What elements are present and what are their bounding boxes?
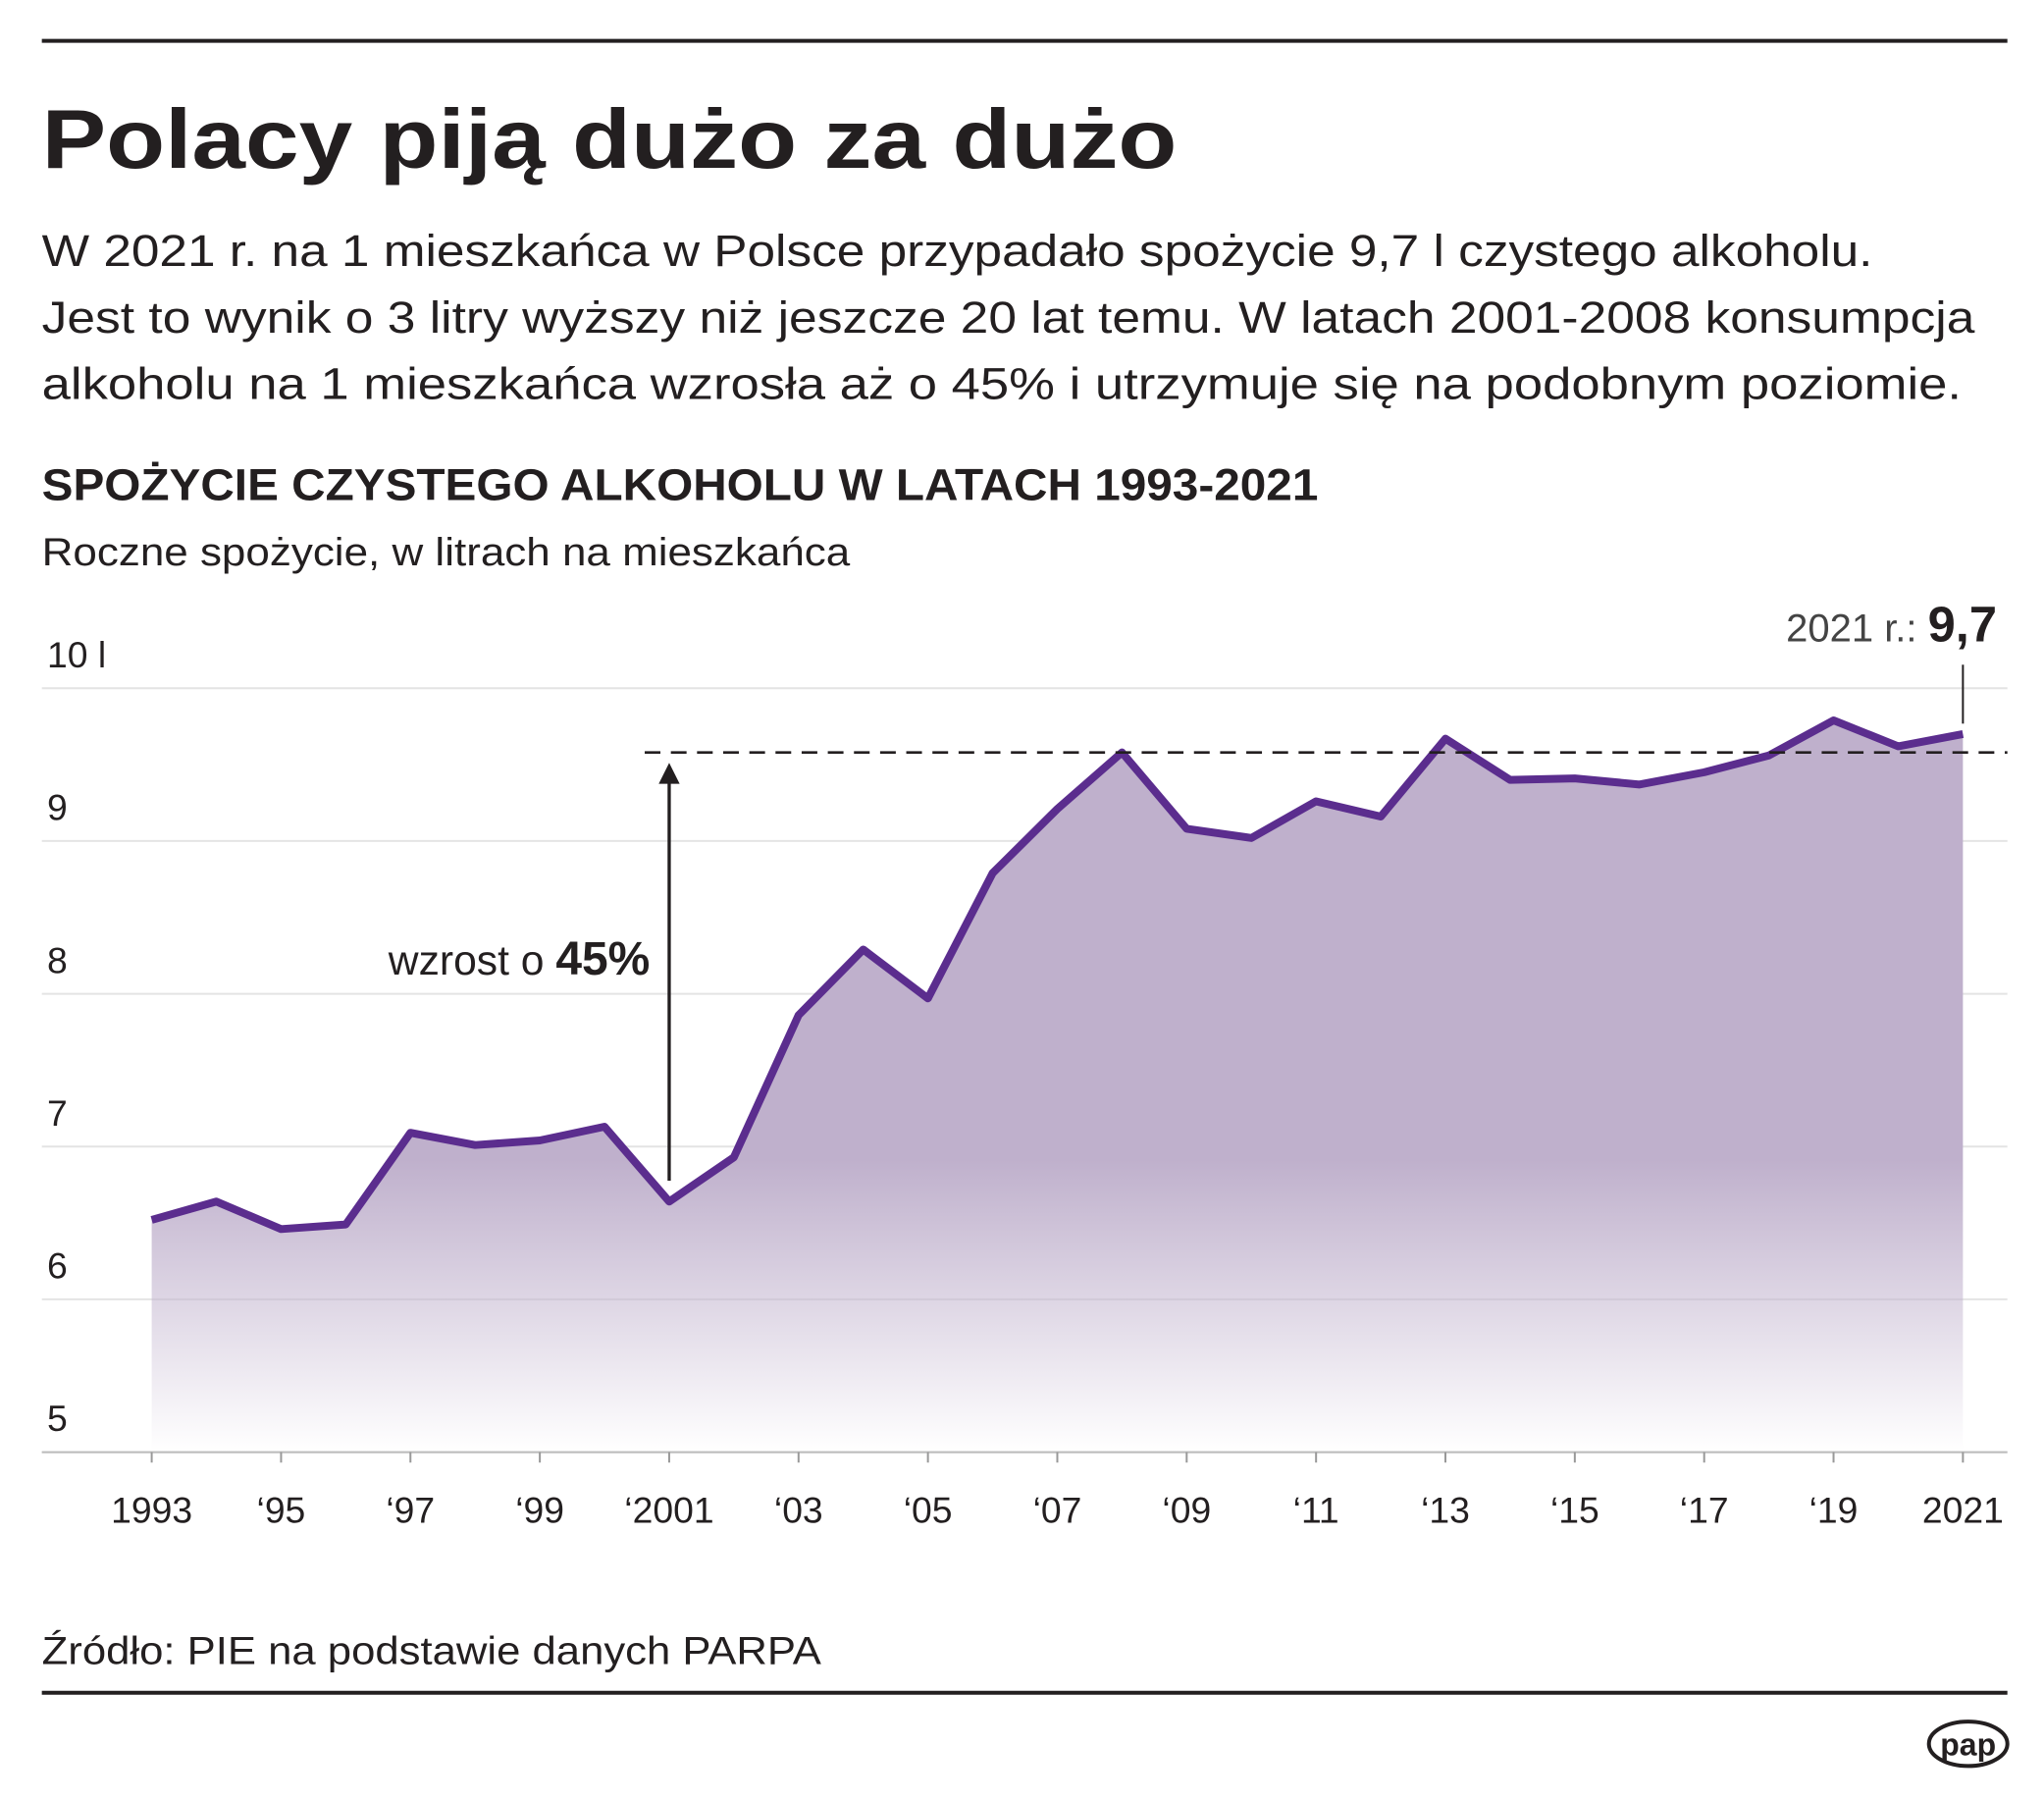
line: [150, 715, 1965, 1234]
x-tick-label: ‘95: [257, 1490, 306, 1531]
y-tick-label: 7: [47, 1092, 68, 1134]
growth-text: wzrost o: [388, 937, 545, 984]
y-tick-label: 10 l: [47, 634, 106, 675]
x-tick-label: ‘03: [774, 1490, 823, 1531]
y-tick-label: 6: [47, 1245, 68, 1287]
x-tick-label: ‘97: [386, 1490, 435, 1531]
title: Polacy piją dużo za dużo: [42, 93, 1178, 186]
x-tick-label: 2021: [1922, 1490, 2004, 1531]
last-point-label: 2021 r.: 9,7: [1786, 596, 1997, 652]
x-tick-label: ‘15: [1550, 1490, 1599, 1531]
logo-outline: [1926, 1720, 2010, 1769]
plot: 5 6 7 8 9 10 l 1993 ‘95 ‘97 ‘99 ‘2001 ‘03 ‘05 ‘07 ‘09 ‘…: [41, 596, 2008, 1531]
value-label: 9,7: [1928, 596, 1997, 652]
x-tick-label: ‘07: [1033, 1490, 1082, 1531]
chart-subtitle: Roczne spożycie, w litrach na mieszkańca: [42, 531, 851, 574]
growth-label: wzrost o 45%: [388, 933, 651, 985]
description-line: Jest to wynik o 3 litry wyższy niż jeszc…: [42, 292, 1976, 343]
growth-value: 45%: [555, 933, 650, 985]
x-tick-label: ‘17: [1680, 1490, 1729, 1531]
logo: pap: [1940, 1727, 1996, 1763]
x-tick-label: ‘99: [515, 1490, 564, 1531]
x-tick-label: 1993: [111, 1490, 192, 1531]
y-tick-label: 8: [47, 939, 68, 980]
y-tick-label: 9: [47, 787, 68, 828]
area: [151, 719, 1964, 1453]
y-tick-label: 5: [47, 1398, 68, 1439]
x-tick-label: ‘2001: [624, 1490, 713, 1531]
description-line: alkoholu na 1 mieszkańca wzrosła aż o 45…: [42, 359, 1962, 409]
arrow-head: [658, 763, 680, 784]
x-tick-label: ‘19: [1809, 1490, 1859, 1531]
chart-title: SPOŻYCIE CZYSTEGO ALKOHOLU W LATACH 1993…: [42, 459, 1319, 509]
x-tick-label: ‘09: [1162, 1490, 1211, 1531]
x-tick-label: ‘11: [1293, 1490, 1339, 1531]
x-tick-label: ‘13: [1421, 1490, 1470, 1531]
last-point-text: 2021 r.:: [1786, 607, 1916, 650]
description-line: W 2021 r. na 1 mieszkańca w Polsce przyp…: [42, 226, 1873, 276]
x-tick-label: ‘05: [904, 1490, 953, 1531]
source: Źródło: PIE na podstawie danych PARPA: [42, 1628, 822, 1672]
